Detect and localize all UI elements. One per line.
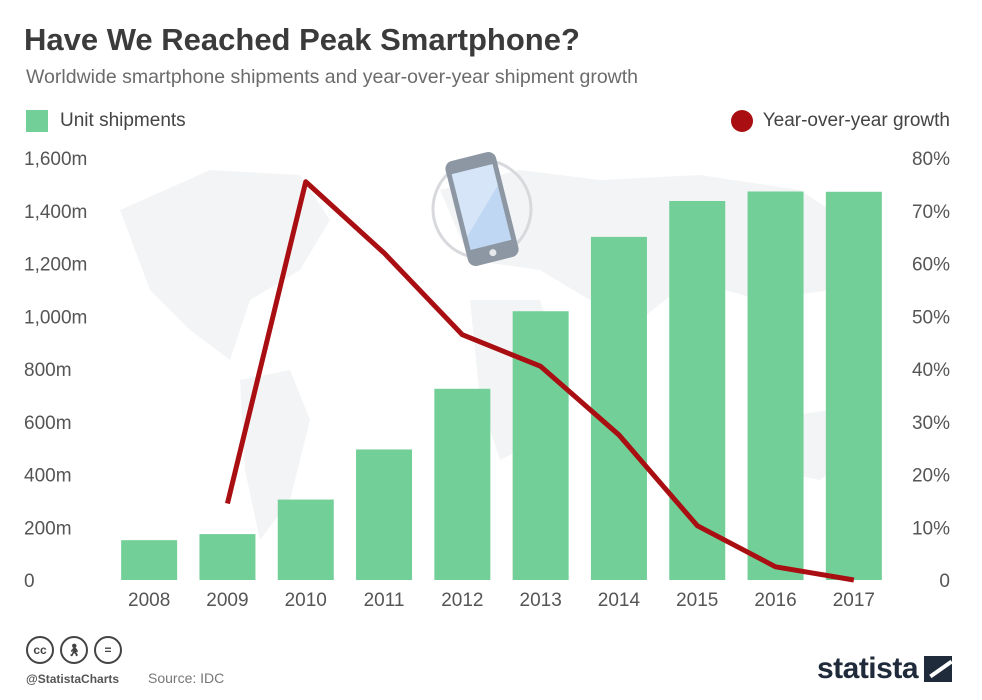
- left-tick-label: 200m: [24, 518, 72, 539]
- x-tick-label: 2008: [128, 590, 170, 611]
- left-tick-label: 0: [24, 571, 35, 592]
- right-tick-label: 60%: [912, 255, 950, 276]
- left-tick-label: 1,000m: [24, 307, 87, 328]
- chart-subtitle: Worldwide smartphone shipments and year-…: [26, 66, 639, 88]
- right-tick-label: 0: [939, 571, 950, 592]
- x-tick-label: 2011: [364, 590, 405, 611]
- bar-2008: [121, 540, 178, 580]
- left-tick-label: 1,400m: [24, 202, 87, 223]
- source-note: Source: IDC: [148, 670, 225, 686]
- smartphone-icon: [431, 152, 533, 266]
- legend-line: Year-over-year growth: [730, 110, 950, 132]
- chart-title: Have We Reached Peak Smartphone?: [24, 22, 580, 57]
- bar-2014: [590, 236, 647, 580]
- brand-mark-icon: [924, 656, 952, 682]
- right-tick-label: 40%: [912, 360, 950, 381]
- left-tick-label: 400m: [24, 466, 72, 487]
- legend-bar-swatch: [26, 110, 48, 132]
- right-tick-label: 50%: [912, 307, 950, 328]
- bar-2016: [747, 191, 804, 580]
- legend-line-label: Year-over-year growth: [762, 110, 950, 131]
- bar-2015: [669, 200, 726, 580]
- bar-2009: [199, 534, 256, 580]
- left-tick-label: 600m: [24, 413, 72, 434]
- x-tick-label: 2009: [206, 590, 248, 611]
- bar-2010: [277, 499, 334, 580]
- x-tick-label: 2015: [676, 590, 718, 611]
- x-tick-label: 2010: [285, 590, 327, 611]
- left-tick-label: 1,600m: [24, 149, 87, 170]
- x-tick-label: 2014: [598, 590, 641, 611]
- attribution-icon: 🚶︎: [60, 636, 88, 664]
- x-tick-label: 2013: [520, 590, 562, 611]
- x-tick-label: 2017: [833, 590, 875, 611]
- cc-icon: cc: [26, 636, 54, 664]
- brand-name: statista: [816, 652, 919, 685]
- bar-2017: [825, 191, 882, 580]
- left-tick-label: 800m: [24, 360, 72, 381]
- license-icons: cc 🚶︎ =: [26, 636, 122, 664]
- x-tick-label: 2012: [441, 590, 483, 611]
- right-tick-label: 30%: [912, 413, 950, 434]
- bar-2011: [356, 449, 413, 580]
- statista-handle: @StatistaCharts: [26, 672, 120, 686]
- x-tick-label: 2016: [754, 590, 796, 611]
- growth-line: [225, 179, 855, 583]
- statista-logo: statista: [817, 652, 952, 686]
- right-tick-label: 80%: [912, 149, 950, 170]
- legend-bar-label: Unit shipments: [60, 110, 186, 131]
- left-tick-label: 1,200m: [24, 255, 87, 276]
- legend-bars: Unit shipments: [26, 110, 186, 132]
- bar-2013: [512, 311, 569, 580]
- right-tick-label: 20%: [912, 466, 950, 487]
- no-derivatives-icon: =: [94, 636, 122, 664]
- bar-2012: [434, 388, 491, 580]
- right-tick-label: 70%: [912, 202, 950, 223]
- right-tick-label: 10%: [912, 518, 950, 539]
- legend-line-swatch: [730, 110, 753, 132]
